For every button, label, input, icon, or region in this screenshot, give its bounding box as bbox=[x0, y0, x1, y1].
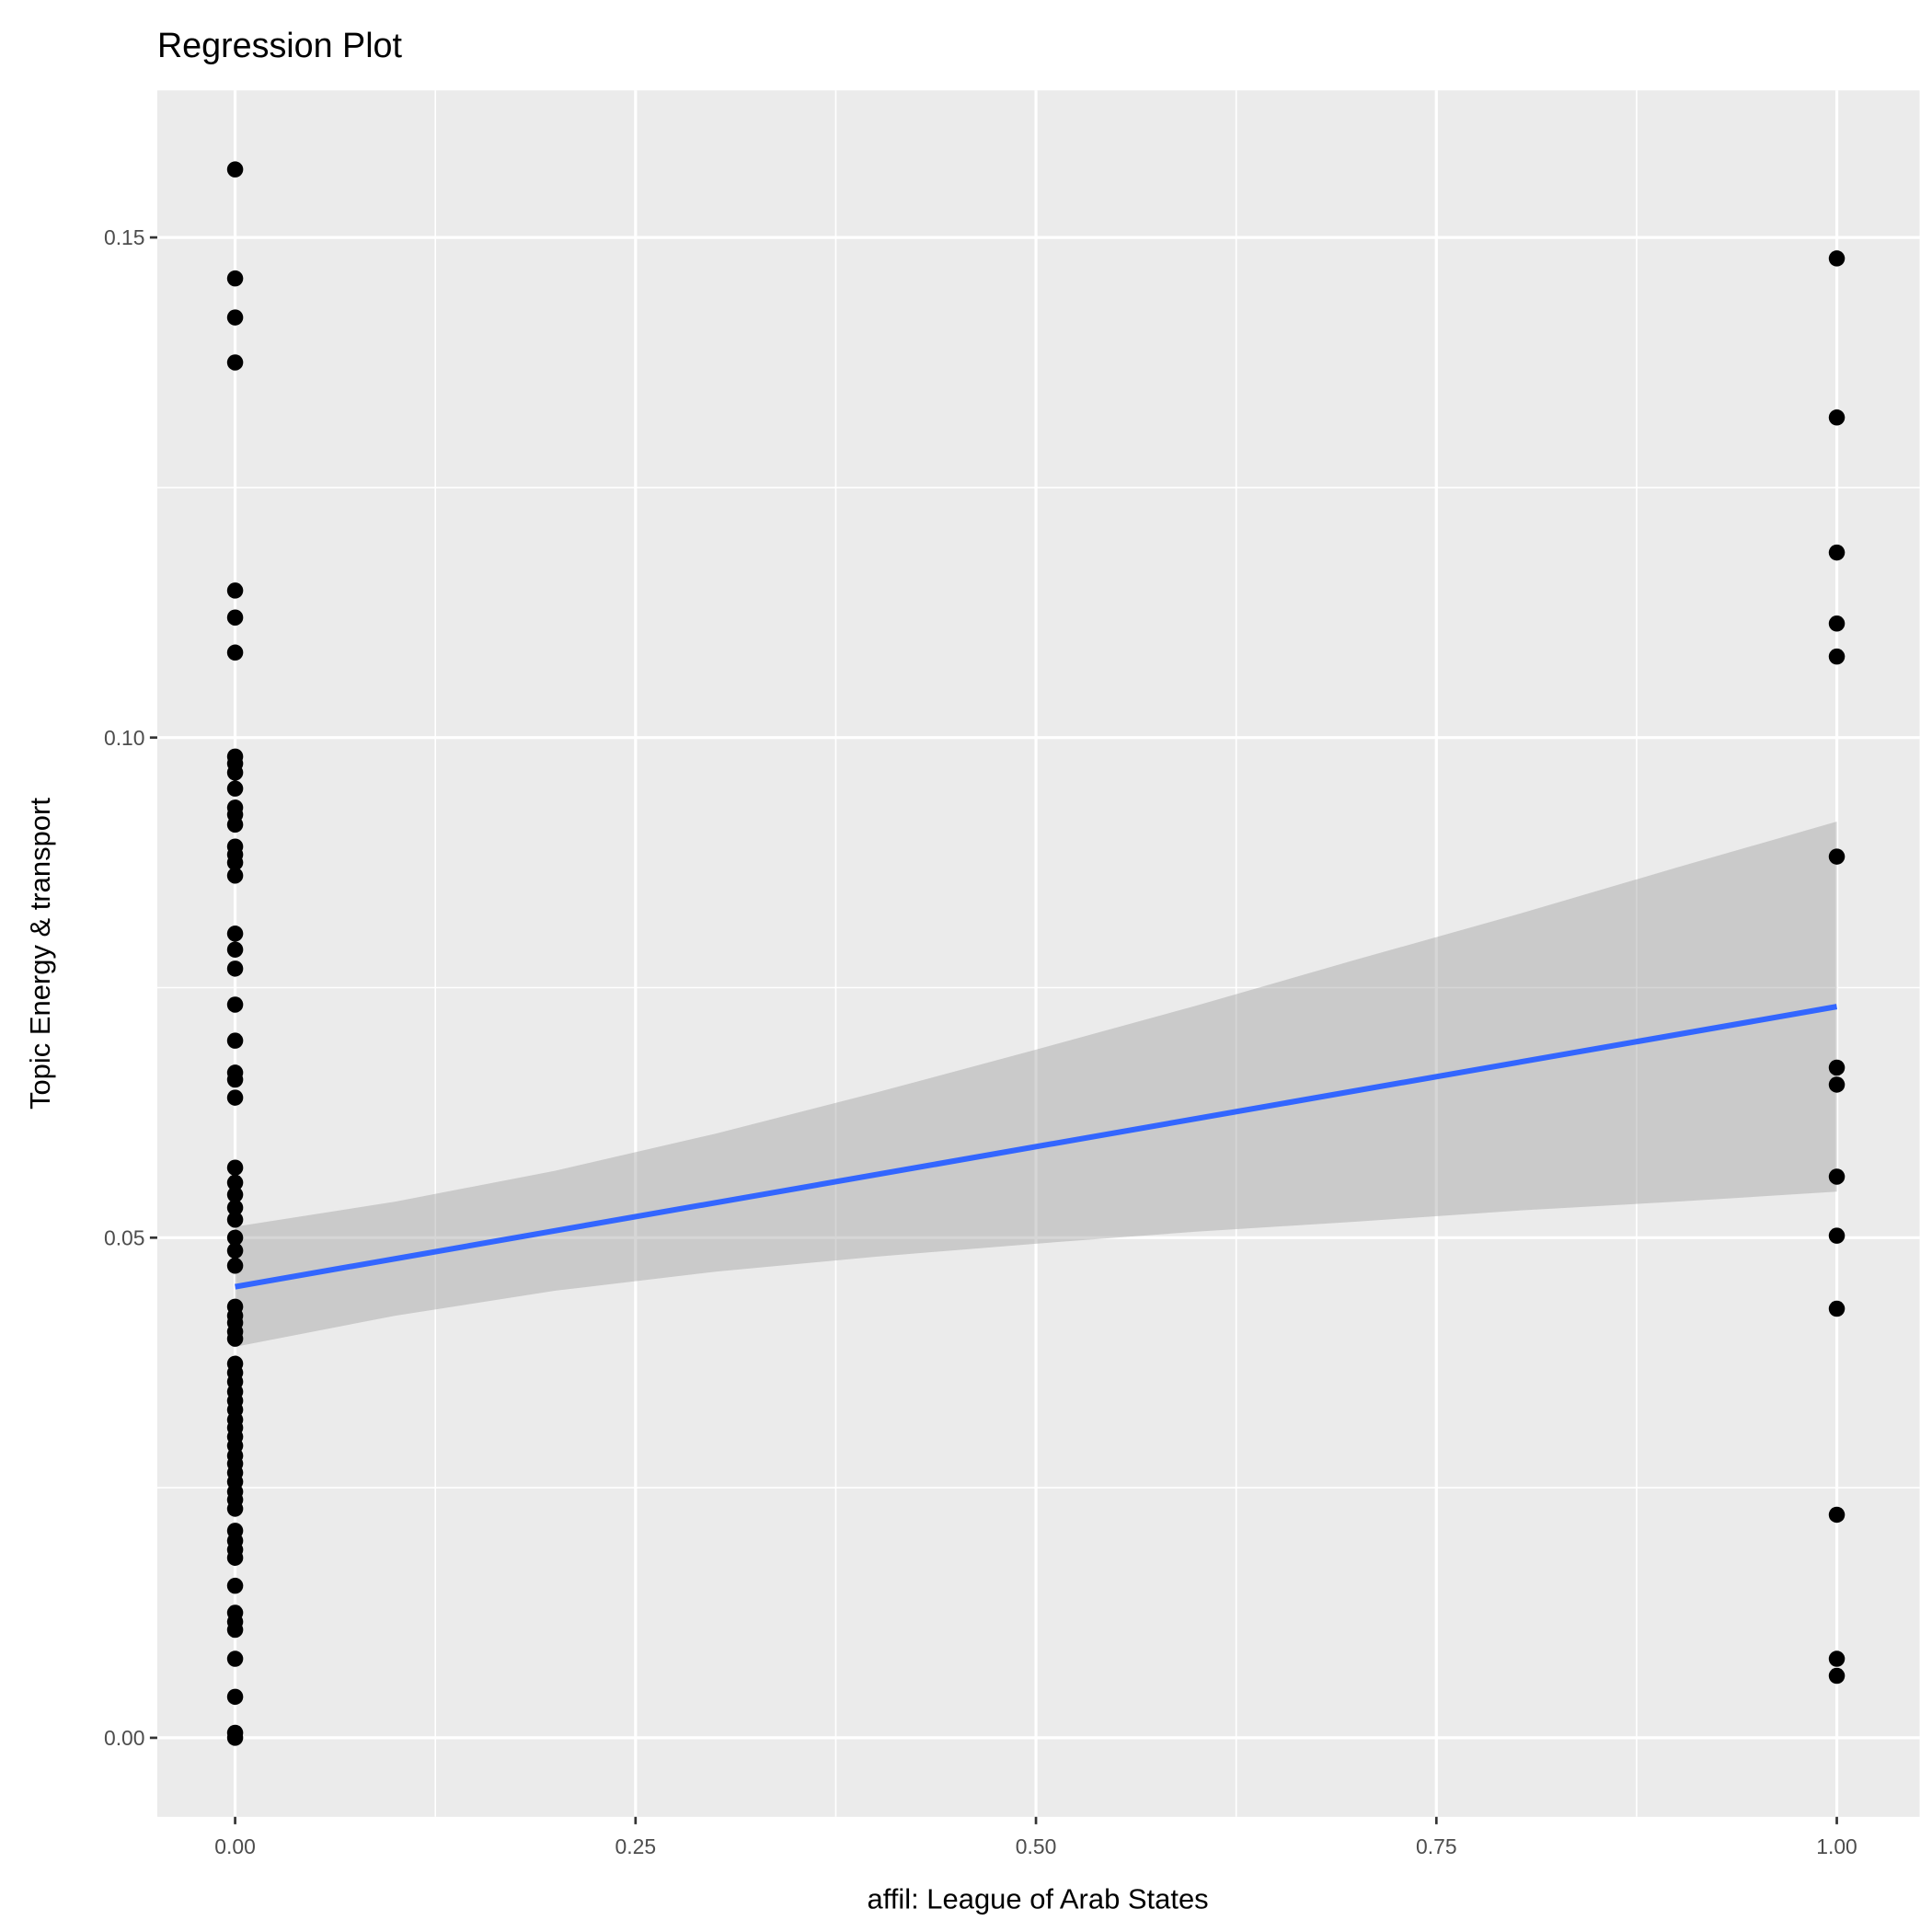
data-point bbox=[226, 1089, 244, 1106]
data-point bbox=[226, 1242, 244, 1259]
axis-ticks: 0.00 0.25 0.50 0.75 1.00 0.00 0.05 0.10 0.15 bbox=[104, 225, 1857, 1858]
data-point bbox=[226, 582, 244, 599]
data-point bbox=[1828, 1227, 1846, 1244]
data-point bbox=[226, 1159, 244, 1176]
x-tick-label: 0.25 bbox=[615, 1834, 657, 1858]
data-point bbox=[226, 941, 244, 958]
x-axis-title: affil: League of Arab States bbox=[868, 1882, 1209, 1915]
data-point bbox=[226, 765, 244, 781]
y-tick-label: 0.05 bbox=[104, 1225, 145, 1249]
data-point bbox=[226, 1730, 244, 1746]
x-tick-label: 1.00 bbox=[1816, 1834, 1857, 1858]
data-point bbox=[1828, 1300, 1846, 1317]
data-point bbox=[226, 1330, 244, 1347]
y-tick-label: 0.15 bbox=[104, 225, 145, 249]
plot-panel bbox=[156, 90, 1920, 1817]
data-point bbox=[1828, 1650, 1846, 1667]
data-point bbox=[226, 960, 244, 977]
x-tick-label: 0.00 bbox=[214, 1834, 256, 1858]
data-point bbox=[226, 1621, 244, 1639]
y-tick-label: 0.00 bbox=[104, 1726, 145, 1750]
data-point bbox=[226, 609, 244, 626]
y-axis-title: Topic Energy & transport bbox=[24, 798, 56, 1110]
data-point bbox=[226, 1229, 244, 1247]
grid-lines bbox=[156, 90, 1920, 1817]
data-point bbox=[226, 1688, 244, 1706]
data-point bbox=[1828, 1168, 1846, 1185]
data-point bbox=[226, 854, 244, 871]
data-point bbox=[1828, 648, 1846, 665]
data-point bbox=[226, 996, 244, 1013]
regression-line bbox=[235, 1004, 1838, 1290]
data-point bbox=[226, 816, 244, 834]
data-point bbox=[226, 1577, 244, 1594]
data-point bbox=[226, 1032, 244, 1049]
data-point bbox=[226, 1186, 244, 1203]
data-point bbox=[226, 1174, 244, 1191]
data-point bbox=[1828, 544, 1846, 561]
data-point bbox=[226, 1549, 244, 1566]
data-point bbox=[226, 1501, 244, 1517]
data-point bbox=[226, 1211, 244, 1228]
data-point bbox=[226, 926, 244, 942]
data-point bbox=[1828, 615, 1846, 632]
data-point bbox=[1828, 250, 1846, 267]
data-point bbox=[226, 161, 244, 178]
data-point bbox=[1828, 1076, 1846, 1093]
data-point bbox=[226, 1199, 244, 1216]
data-point bbox=[226, 270, 244, 287]
data-point bbox=[1828, 409, 1846, 426]
data-point bbox=[226, 309, 244, 326]
fit-line-group bbox=[235, 1004, 1838, 1290]
data-point bbox=[1828, 1059, 1846, 1076]
data-point bbox=[1828, 848, 1846, 865]
data-point bbox=[1828, 1667, 1846, 1685]
data-point bbox=[1828, 1506, 1846, 1524]
data-points bbox=[226, 161, 1846, 1746]
x-tick-label: 0.50 bbox=[1016, 1834, 1057, 1858]
data-point bbox=[226, 644, 244, 661]
data-point bbox=[226, 1258, 244, 1274]
data-point bbox=[226, 867, 244, 884]
chart-title: Regression Plot bbox=[157, 26, 403, 64]
data-point bbox=[226, 780, 244, 797]
data-point bbox=[226, 1071, 244, 1088]
data-point bbox=[226, 1650, 244, 1667]
y-tick-label: 0.10 bbox=[104, 726, 145, 750]
data-point bbox=[226, 354, 244, 371]
x-tick-label: 0.75 bbox=[1416, 1834, 1457, 1858]
